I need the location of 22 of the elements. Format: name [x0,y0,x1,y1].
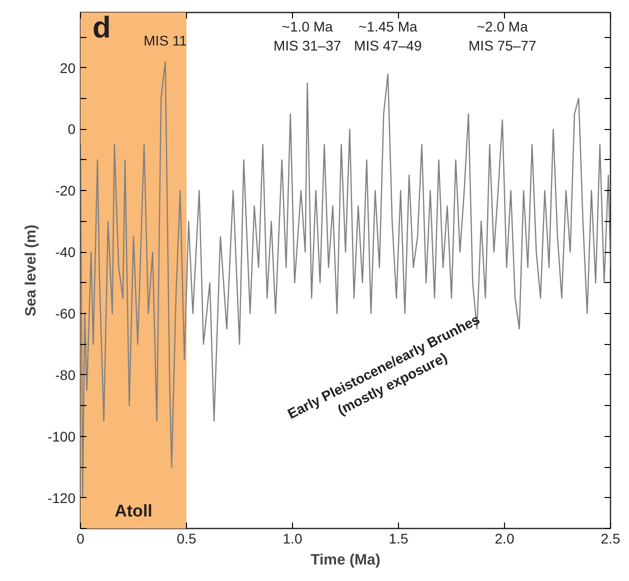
y-tick-label: -100 [47,428,76,444]
x-tick-label: 2.0 [494,530,514,546]
y-tick-label: -80 [55,366,76,383]
y-tick-label: -120 [47,490,76,506]
annotation: ~1.0 Ma MIS 31–37 [273,18,342,54]
y-tick-label: 0 [68,121,76,138]
y-tick-label: -40 [55,244,76,260]
x-tick-label: 0.5 [176,530,196,546]
y-tick-label: -60 [55,306,76,322]
annotation: MIS 11 [144,32,188,48]
y-axis-title: Sea level (m) [22,224,40,316]
annotation: d [92,12,111,44]
line-series [80,61,610,498]
band-label: Atoll [114,502,152,520]
annotation: ~1.45 Ma MIS 47–49 [354,18,422,54]
x-tick-label: 2.5 [600,530,620,546]
x-axis-title: Time (Ma) [310,552,380,568]
x-tick-label: 1.0 [282,530,302,546]
y-tick-label: 20 [60,60,76,76]
x-tick-label: 1.5 [388,530,408,546]
y-tick-label: -20 [55,182,76,199]
annotation: ~2.0 Ma MIS 75–77 [468,18,536,54]
